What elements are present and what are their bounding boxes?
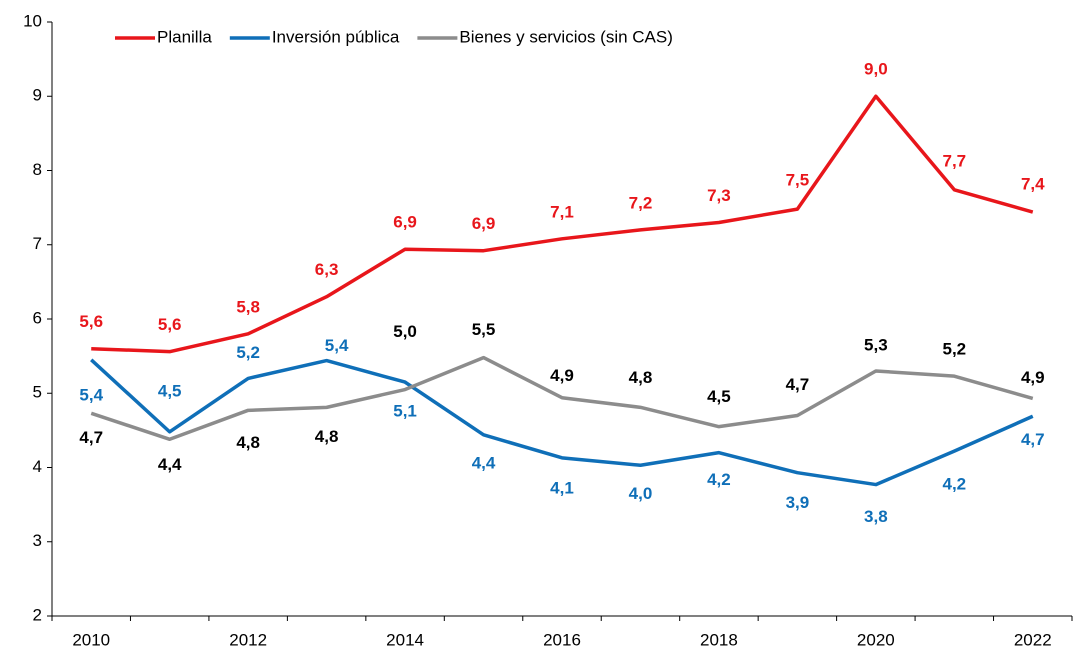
data-label: 3,9	[786, 493, 810, 512]
y-tick-label: 7	[33, 234, 42, 253]
series-line	[90, 355, 1034, 442]
data-label: 4,8	[236, 433, 260, 452]
data-label: 5,5	[472, 320, 496, 339]
data-label: 5,3	[864, 335, 888, 354]
x-tick-label: 2016	[543, 630, 581, 649]
x-tick-label: 2018	[700, 630, 738, 649]
data-label: 4,0	[629, 484, 653, 503]
y-tick-label: 4	[33, 457, 42, 476]
data-label: 4,7	[79, 428, 103, 447]
series-line	[91, 94, 1034, 354]
legend-label: Planilla	[157, 27, 212, 46]
data-label: 6,9	[393, 213, 417, 232]
data-label: 4,8	[629, 368, 653, 387]
data-label: 4,4	[158, 455, 182, 474]
data-label: 5,4	[79, 385, 103, 404]
data-label: 5,0	[393, 322, 417, 341]
data-label: 4,8	[315, 427, 339, 446]
x-tick-label: 2022	[1014, 630, 1052, 649]
data-label: 7,7	[942, 151, 966, 170]
data-label: 7,4	[1021, 175, 1045, 194]
x-tick-label: 2010	[72, 630, 110, 649]
data-label: 5,8	[236, 297, 260, 316]
y-tick-label: 9	[33, 86, 42, 105]
data-label: 4,5	[707, 387, 731, 406]
data-label: 4,1	[550, 478, 574, 497]
x-tick-label: 2012	[229, 630, 267, 649]
data-label: 9,0	[864, 60, 888, 79]
data-label: 4,2	[707, 470, 731, 489]
data-label: 6,9	[472, 214, 496, 233]
y-tick-label: 2	[33, 605, 42, 624]
legend-label: Bienes y servicios (sin CAS)	[459, 27, 673, 46]
data-label: 4,7	[786, 375, 810, 394]
data-label: 7,5	[786, 171, 810, 190]
data-label: 7,3	[707, 186, 731, 205]
series-line	[90, 358, 1034, 487]
y-tick-label: 3	[33, 531, 42, 550]
y-tick-label: 8	[33, 160, 42, 179]
y-tick-label: 5	[33, 383, 42, 402]
x-tick-label: 2020	[857, 630, 895, 649]
y-tick-label: 10	[23, 11, 42, 30]
data-label: 5,6	[158, 315, 182, 334]
data-label: 5,2	[236, 343, 260, 362]
data-label: 7,2	[629, 193, 653, 212]
data-label: 4,9	[1021, 368, 1045, 387]
legend-label: Inversión pública	[272, 27, 400, 46]
data-label: 6,3	[315, 260, 339, 279]
data-label: 5,6	[79, 312, 103, 331]
data-label: 4,2	[942, 475, 966, 494]
data-label: 5,4	[325, 336, 349, 355]
data-label: 4,9	[550, 366, 574, 385]
x-tick-label: 2014	[386, 630, 424, 649]
data-label: 3,8	[864, 507, 888, 526]
y-tick-label: 6	[33, 308, 42, 327]
data-label: 7,1	[550, 202, 574, 221]
data-label: 4,5	[158, 381, 182, 400]
data-label: 5,1	[393, 402, 417, 421]
data-label: 5,2	[942, 340, 966, 359]
data-label: 4,7	[1021, 430, 1045, 449]
data-label: 4,4	[472, 453, 496, 472]
